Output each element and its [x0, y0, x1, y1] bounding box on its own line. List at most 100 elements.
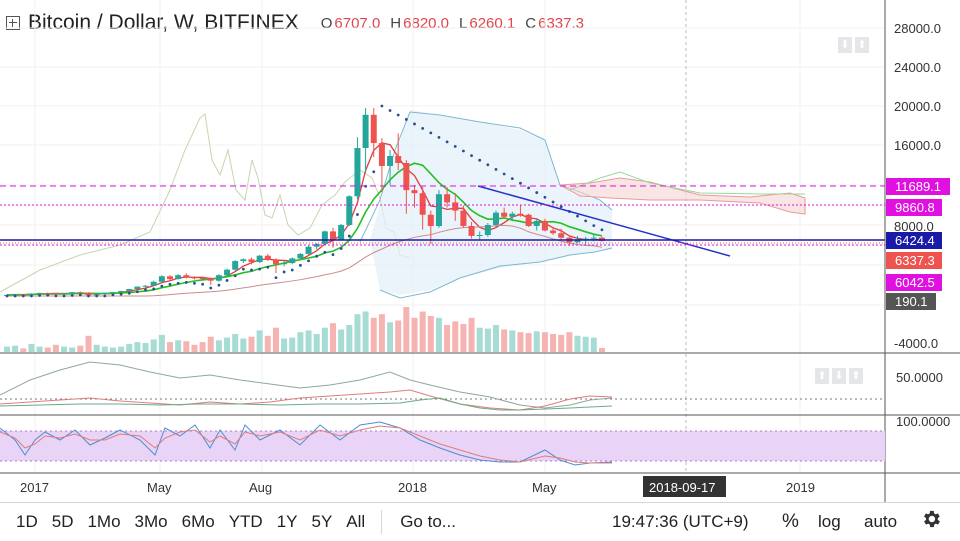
sar-dot — [323, 250, 327, 254]
volume-bar — [118, 346, 125, 352]
candle-body — [468, 226, 475, 236]
sar-dot — [527, 186, 530, 190]
move-down-icon[interactable]: ⬇ — [838, 37, 852, 53]
candle-body — [533, 220, 540, 226]
range-1d[interactable]: 1D — [16, 512, 38, 531]
collapse-toggle-icon[interactable] — [6, 16, 20, 30]
range-all[interactable]: All — [346, 512, 366, 531]
price-label: 8000.0 — [894, 219, 934, 234]
sar-dot — [356, 213, 359, 216]
candle-body — [118, 290, 125, 293]
volume-bar — [126, 343, 133, 352]
volume-bar — [289, 337, 296, 352]
trend-line[interactable] — [477, 185, 731, 257]
volume-bar — [354, 314, 361, 352]
sar-dot — [193, 281, 196, 285]
sar-dot — [388, 109, 392, 112]
candle-body — [126, 289, 133, 291]
candle-body — [411, 190, 418, 194]
sar-dot — [470, 154, 473, 158]
volume-bar — [36, 346, 43, 352]
ohlc-open: O 6707.0 — [320, 14, 381, 32]
candle-body — [460, 210, 467, 226]
range-5d[interactable]: 5D — [51, 512, 74, 531]
volume-bar — [444, 325, 451, 352]
sar-dot — [347, 234, 351, 238]
candle-body — [517, 213, 524, 215]
candle-body — [77, 292, 84, 294]
chart-canvas[interactable]: 28000.0 24000.0 20000.0 16000.0 -4000.0 … — [0, 0, 960, 502]
volume-bar — [452, 321, 459, 352]
volume-bar — [370, 317, 377, 352]
candle-body — [427, 214, 434, 226]
toolbar-divider — [381, 510, 383, 534]
volume-bar — [77, 345, 84, 352]
candle-body — [452, 202, 459, 211]
volume-bar — [346, 325, 353, 352]
volume-bar — [240, 338, 247, 352]
sar-dot — [21, 294, 25, 298]
range-6mo[interactable]: 6Mo — [181, 512, 215, 531]
move-up-icon[interactable]: ⬆ — [855, 37, 869, 53]
indicator1-axis-label: 50.0000 — [896, 370, 943, 385]
range-5y[interactable]: 5Y — [311, 512, 333, 531]
volume-bar — [362, 311, 369, 352]
sar-dot — [592, 224, 596, 227]
volume-bar — [403, 307, 410, 352]
candle-body — [215, 275, 222, 281]
range-ytd[interactable]: YTD — [228, 512, 263, 531]
price-label: 6042.5 — [895, 275, 935, 290]
percent-toggle[interactable]: % — [782, 511, 799, 532]
volume-bar — [207, 336, 214, 352]
candle-body — [240, 259, 247, 262]
sar-dot — [62, 294, 66, 298]
range-1y[interactable]: 1Y — [276, 512, 298, 531]
volume-bar — [281, 338, 288, 352]
volume-bar — [101, 346, 108, 352]
sar-dot — [217, 283, 221, 287]
sar-dot — [144, 288, 147, 292]
volume-bar — [215, 340, 222, 352]
gear-icon[interactable] — [920, 508, 942, 530]
price-axis[interactable]: 28000.0 24000.0 20000.0 16000.0 -4000.0 — [894, 21, 941, 351]
indicator2-pane — [0, 421, 885, 466]
volume-bar — [460, 324, 467, 352]
move-up-icon[interactable]: ⬆ — [815, 368, 829, 384]
auto-toggle[interactable]: auto — [864, 512, 898, 531]
move-up-icon[interactable]: ⬆ — [849, 368, 863, 384]
candle-body — [387, 156, 394, 166]
candle-body — [142, 285, 149, 287]
volume-bar — [4, 346, 10, 352]
time-axis[interactable]: 2017 May Aug 2018 May 2019 — [20, 480, 815, 495]
range-3mo[interactable]: 3Mo — [134, 512, 168, 531]
sar-dot — [445, 140, 449, 144]
sar-dot — [201, 282, 205, 286]
sar-dot — [315, 254, 319, 258]
candle-body — [44, 292, 51, 294]
sar-dot — [486, 163, 490, 167]
sar-dot — [543, 195, 547, 199]
candle-body — [264, 255, 271, 260]
volume-bar — [20, 348, 27, 352]
volume-bar — [142, 343, 149, 352]
volume-bar — [395, 320, 402, 352]
candle-body — [403, 163, 410, 191]
move-down-icon[interactable]: ⬇ — [832, 368, 846, 384]
log-toggle[interactable]: log — [818, 512, 841, 531]
clock-timezone[interactable]: 19:47:36 (UTC+9) — [612, 512, 749, 531]
price-label: 190.1 — [895, 294, 928, 309]
sar-dot — [103, 294, 107, 298]
time-tick: 2019 — [786, 480, 815, 495]
volume-bar — [378, 314, 385, 352]
volume-bar — [517, 332, 524, 352]
volume-bar — [550, 334, 557, 352]
candle-body — [85, 292, 92, 296]
volume-bar — [590, 337, 597, 352]
candle-body — [101, 292, 108, 295]
candle-body — [167, 276, 173, 280]
range-1mo[interactable]: 1Mo — [87, 512, 121, 531]
goto-button[interactable]: Go to... — [400, 512, 456, 531]
volume-bar — [558, 334, 565, 352]
bottom-toolbar: 1D 5D 1Mo 3Mo 6Mo YTD 1Y 5Y All Go to...… — [0, 502, 960, 541]
candle-body — [61, 293, 68, 295]
